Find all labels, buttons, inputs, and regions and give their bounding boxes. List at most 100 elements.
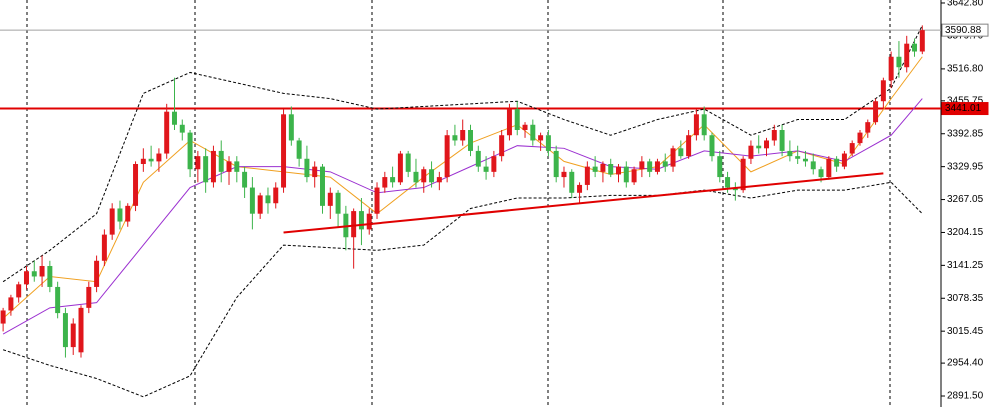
- candle-body: [647, 161, 653, 172]
- candle-body: [218, 150, 224, 172]
- y-tick-label: 3392.85: [947, 128, 984, 139]
- candle-body: [436, 177, 442, 183]
- candle-body: [483, 166, 489, 172]
- candle-body: [701, 114, 707, 136]
- candle-body: [397, 153, 403, 183]
- y-tick-label: 3642.80: [947, 0, 984, 9]
- candle-body: [16, 284, 22, 298]
- candle-body: [460, 129, 466, 141]
- candle-body: [320, 166, 325, 206]
- candle-body: [826, 158, 832, 178]
- bollinger-band: [2, 25, 923, 283]
- candle-body: [662, 161, 668, 167]
- candle-body: [631, 169, 637, 183]
- candle-body: [748, 145, 754, 159]
- candle-body: [133, 164, 139, 206]
- candle-body: [374, 187, 380, 214]
- candle-body: [273, 187, 279, 204]
- y-tick-label: 3267.05: [947, 194, 984, 205]
- candle-body: [522, 124, 528, 130]
- candle-body: [592, 166, 598, 172]
- candle-body: [888, 56, 894, 81]
- candle-body: [335, 192, 341, 214]
- candle-body: [366, 213, 372, 230]
- candle-body: [561, 171, 567, 178]
- candle-body: [841, 153, 847, 167]
- candle-body: [8, 297, 14, 311]
- candle-body: [670, 148, 676, 167]
- candle-body: [242, 171, 248, 188]
- candle-body: [725, 177, 731, 188]
- candle-body: [78, 307, 84, 353]
- candle-body: [382, 177, 388, 188]
- candle-body: [390, 177, 396, 183]
- candle-body: [288, 114, 294, 141]
- candle-body: [538, 135, 544, 141]
- candle-body: [55, 286, 61, 314]
- candle-body: [506, 109, 512, 136]
- candle-body: [203, 156, 209, 183]
- candle-body: [577, 184, 583, 193]
- candle-body: [616, 166, 621, 175]
- candle-body: [873, 101, 879, 123]
- candle-body: [802, 158, 808, 162]
- candle-body: [764, 140, 770, 149]
- candle-body: [94, 260, 100, 287]
- candle-body: [553, 150, 559, 178]
- candle-body: [265, 195, 271, 204]
- candle-body: [62, 313, 68, 348]
- candle-body: [468, 129, 473, 151]
- candle-body: [810, 161, 816, 170]
- candle-body: [413, 171, 419, 183]
- trend-line: [283, 172, 884, 234]
- candle-body: [818, 169, 824, 178]
- candle-body: [296, 140, 302, 159]
- candle-body: [39, 266, 45, 277]
- candle-body: [693, 114, 699, 136]
- candle-body: [429, 169, 435, 183]
- candle-body: [86, 286, 92, 308]
- candle-body: [514, 109, 520, 130]
- candle-body: [109, 208, 115, 235]
- candle-body: [171, 111, 177, 125]
- y-tick-label: 3141.25: [947, 260, 984, 271]
- candle-body: [834, 158, 840, 167]
- candle-body: [717, 156, 723, 178]
- candle-body: [421, 169, 427, 183]
- candle-body: [351, 211, 357, 238]
- candle-body: [148, 158, 154, 162]
- level-label-box: [941, 102, 989, 116]
- candle-body: [795, 156, 801, 159]
- candle-body: [600, 164, 606, 172]
- candle-body: [756, 145, 762, 149]
- candle-body: [405, 153, 411, 172]
- candle-body: [623, 166, 629, 183]
- separators: [26, 0, 891, 407]
- y-tick-label: 3455.75: [947, 95, 984, 106]
- candle-body: [281, 114, 287, 188]
- candle-body: [771, 129, 777, 141]
- candle-body: [444, 135, 450, 178]
- candle-body: [249, 187, 255, 214]
- candle-body: [210, 150, 216, 183]
- candle-body: [896, 56, 902, 68]
- candle-body: [187, 132, 193, 170]
- y-tick-label: 3516.80: [947, 64, 984, 75]
- candle-body: [226, 161, 232, 172]
- level-label: 3590.88: [945, 25, 982, 36]
- candle-body: [584, 166, 590, 185]
- y-tick-label: 3204.15: [947, 227, 984, 238]
- candle-body: [686, 135, 692, 157]
- candle-body: [639, 161, 645, 170]
- candle-body: [912, 43, 918, 52]
- candle-body: [358, 211, 364, 230]
- candle-body: [709, 135, 715, 157]
- candle-body: [608, 164, 614, 175]
- candle-body: [779, 129, 785, 151]
- candle-body: [904, 43, 910, 68]
- candle-body: [740, 158, 746, 191]
- candle-body: [31, 271, 37, 277]
- y-tick-label: 3015.45: [947, 326, 984, 337]
- level-label-box: [941, 23, 989, 37]
